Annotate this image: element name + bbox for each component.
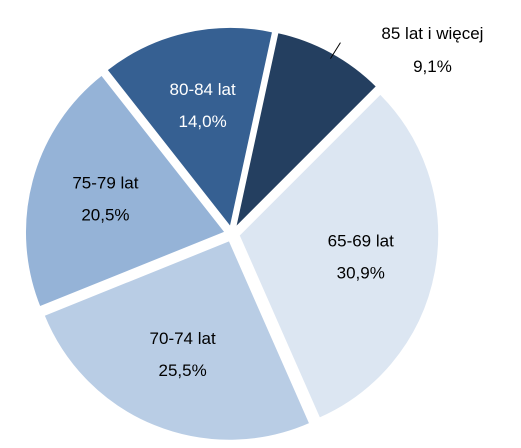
slice-value-label: 30,9% [337,264,385,283]
slice-label: 65-69 lat [328,232,394,251]
leader-line [330,42,341,59]
slice-value-label: 14,0% [179,112,227,131]
slice-label: 85 lat i więcej [381,24,483,43]
pie-slice [24,73,227,308]
slice-value-label: 20,5% [81,206,129,225]
pie-slice [234,31,378,231]
slice-value-label: 9,1% [413,57,452,76]
slice-label: 75-79 lat [72,174,138,193]
slice-label: 80-84 lat [170,80,236,99]
pie-slice [42,239,311,442]
slice-label: 70-74 lat [150,329,216,348]
pie-slice [237,92,440,420]
slice-value-label: 25,5% [159,361,207,380]
pie-slice [105,26,274,229]
